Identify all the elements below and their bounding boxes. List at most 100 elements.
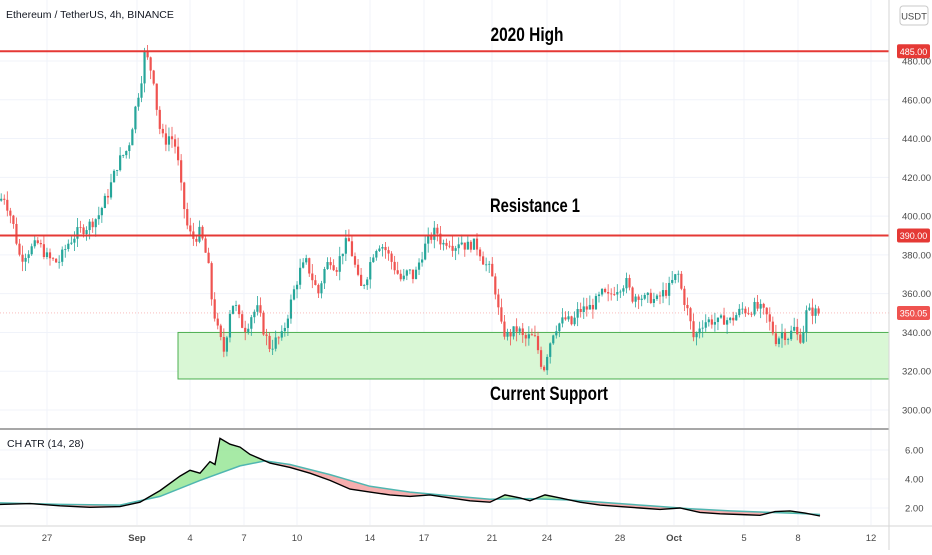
candle-body (256, 305, 258, 312)
candle-body (778, 338, 780, 344)
candle-body (421, 259, 423, 262)
candle-body (750, 314, 752, 315)
candle-body (753, 302, 755, 314)
candle-body (314, 280, 316, 285)
candle-body (89, 222, 91, 230)
candle-body (692, 321, 694, 337)
candle-body (98, 215, 100, 219)
candle-body (58, 262, 60, 263)
currency-badge[interactable]: USDT (900, 6, 928, 25)
atr-axis[interactable]: 2.004.006.00 (905, 446, 924, 515)
candle-body (580, 309, 582, 312)
candle-body (738, 309, 740, 315)
candle-body (766, 308, 768, 315)
atr-tick-label: 2.00 (905, 504, 924, 515)
candle-body (799, 334, 801, 342)
candle-body (302, 262, 304, 267)
candle-body (134, 107, 136, 130)
candle-body (452, 246, 454, 251)
candle-body (656, 296, 658, 299)
atr-fill-segment (226, 442, 228, 471)
candle-body (153, 71, 155, 84)
candle-body (558, 323, 560, 331)
candle-body (433, 228, 435, 240)
candle-body (140, 83, 142, 97)
candle-body (348, 238, 350, 241)
candle-body (366, 279, 368, 285)
candle-body (757, 302, 759, 309)
candle-body (235, 305, 237, 306)
candle-body (583, 306, 585, 312)
candle-body (790, 331, 792, 339)
atr-fill-segment (238, 447, 240, 467)
candle-body (638, 297, 640, 300)
candle-body (592, 305, 594, 309)
price-tick-label: 320.00 (902, 367, 931, 378)
atr-fill-segment (244, 450, 246, 465)
candle-body (763, 304, 765, 308)
candle-body (674, 274, 676, 280)
price-badge-label: 390.00 (900, 231, 928, 241)
atr-fill-segment (228, 443, 230, 470)
time-tick-label: 17 (419, 533, 430, 544)
candle-body (531, 334, 533, 335)
candle-body (73, 239, 75, 243)
candle-body (333, 265, 335, 270)
candle-body (680, 274, 682, 289)
atr-fill-segment (242, 449, 244, 466)
candle-body (509, 332, 511, 336)
candle-body (262, 313, 264, 335)
candle-body (40, 243, 42, 244)
candle-body (775, 333, 777, 344)
candle-body (317, 285, 319, 293)
candle-body (186, 209, 188, 225)
candle-body (275, 337, 277, 348)
candle-body (360, 275, 362, 286)
candle-body (628, 278, 630, 287)
atr-fill-segment (190, 470, 192, 484)
candle-body (37, 240, 39, 243)
candle-body (211, 263, 213, 299)
candle-body (781, 333, 783, 339)
candle-body (95, 219, 97, 227)
candle-body (171, 136, 173, 139)
candle-body (25, 258, 27, 262)
candle-body (217, 319, 219, 326)
candle-body (561, 317, 563, 323)
annotation-resistance-1: Resistance 1 (490, 196, 580, 217)
candle-body (156, 84, 158, 110)
atr-fill-segment (232, 445, 234, 469)
candle-body (485, 264, 487, 265)
candle-body (607, 292, 609, 293)
atr-tick-label: 6.00 (905, 446, 924, 457)
candle-body (18, 244, 20, 255)
time-tick-label: 28 (615, 533, 626, 544)
candle-body (391, 254, 393, 262)
candle-body (491, 264, 493, 277)
candle-body (500, 307, 502, 321)
time-tick-label: Oct (666, 533, 683, 544)
candle-body (345, 238, 347, 254)
candle-body (805, 310, 807, 332)
candle-body (784, 333, 786, 340)
candle-body (226, 337, 228, 351)
candle-body (229, 314, 231, 338)
candle-body (238, 305, 240, 314)
candle-body (198, 227, 200, 242)
candle-body (479, 250, 481, 257)
candle-body (375, 251, 377, 258)
candle-body (296, 285, 298, 290)
time-tick-label: 4 (187, 533, 192, 544)
candle-body (299, 268, 301, 285)
candle-body (519, 328, 521, 331)
candle-body (244, 328, 246, 332)
candle-body (351, 241, 353, 256)
candle-body (131, 129, 133, 145)
candle-body (204, 238, 206, 252)
atr-grid (0, 430, 889, 525)
atr-fill-segment (180, 475, 182, 488)
candle-body (683, 289, 685, 305)
candle-body (650, 293, 652, 303)
